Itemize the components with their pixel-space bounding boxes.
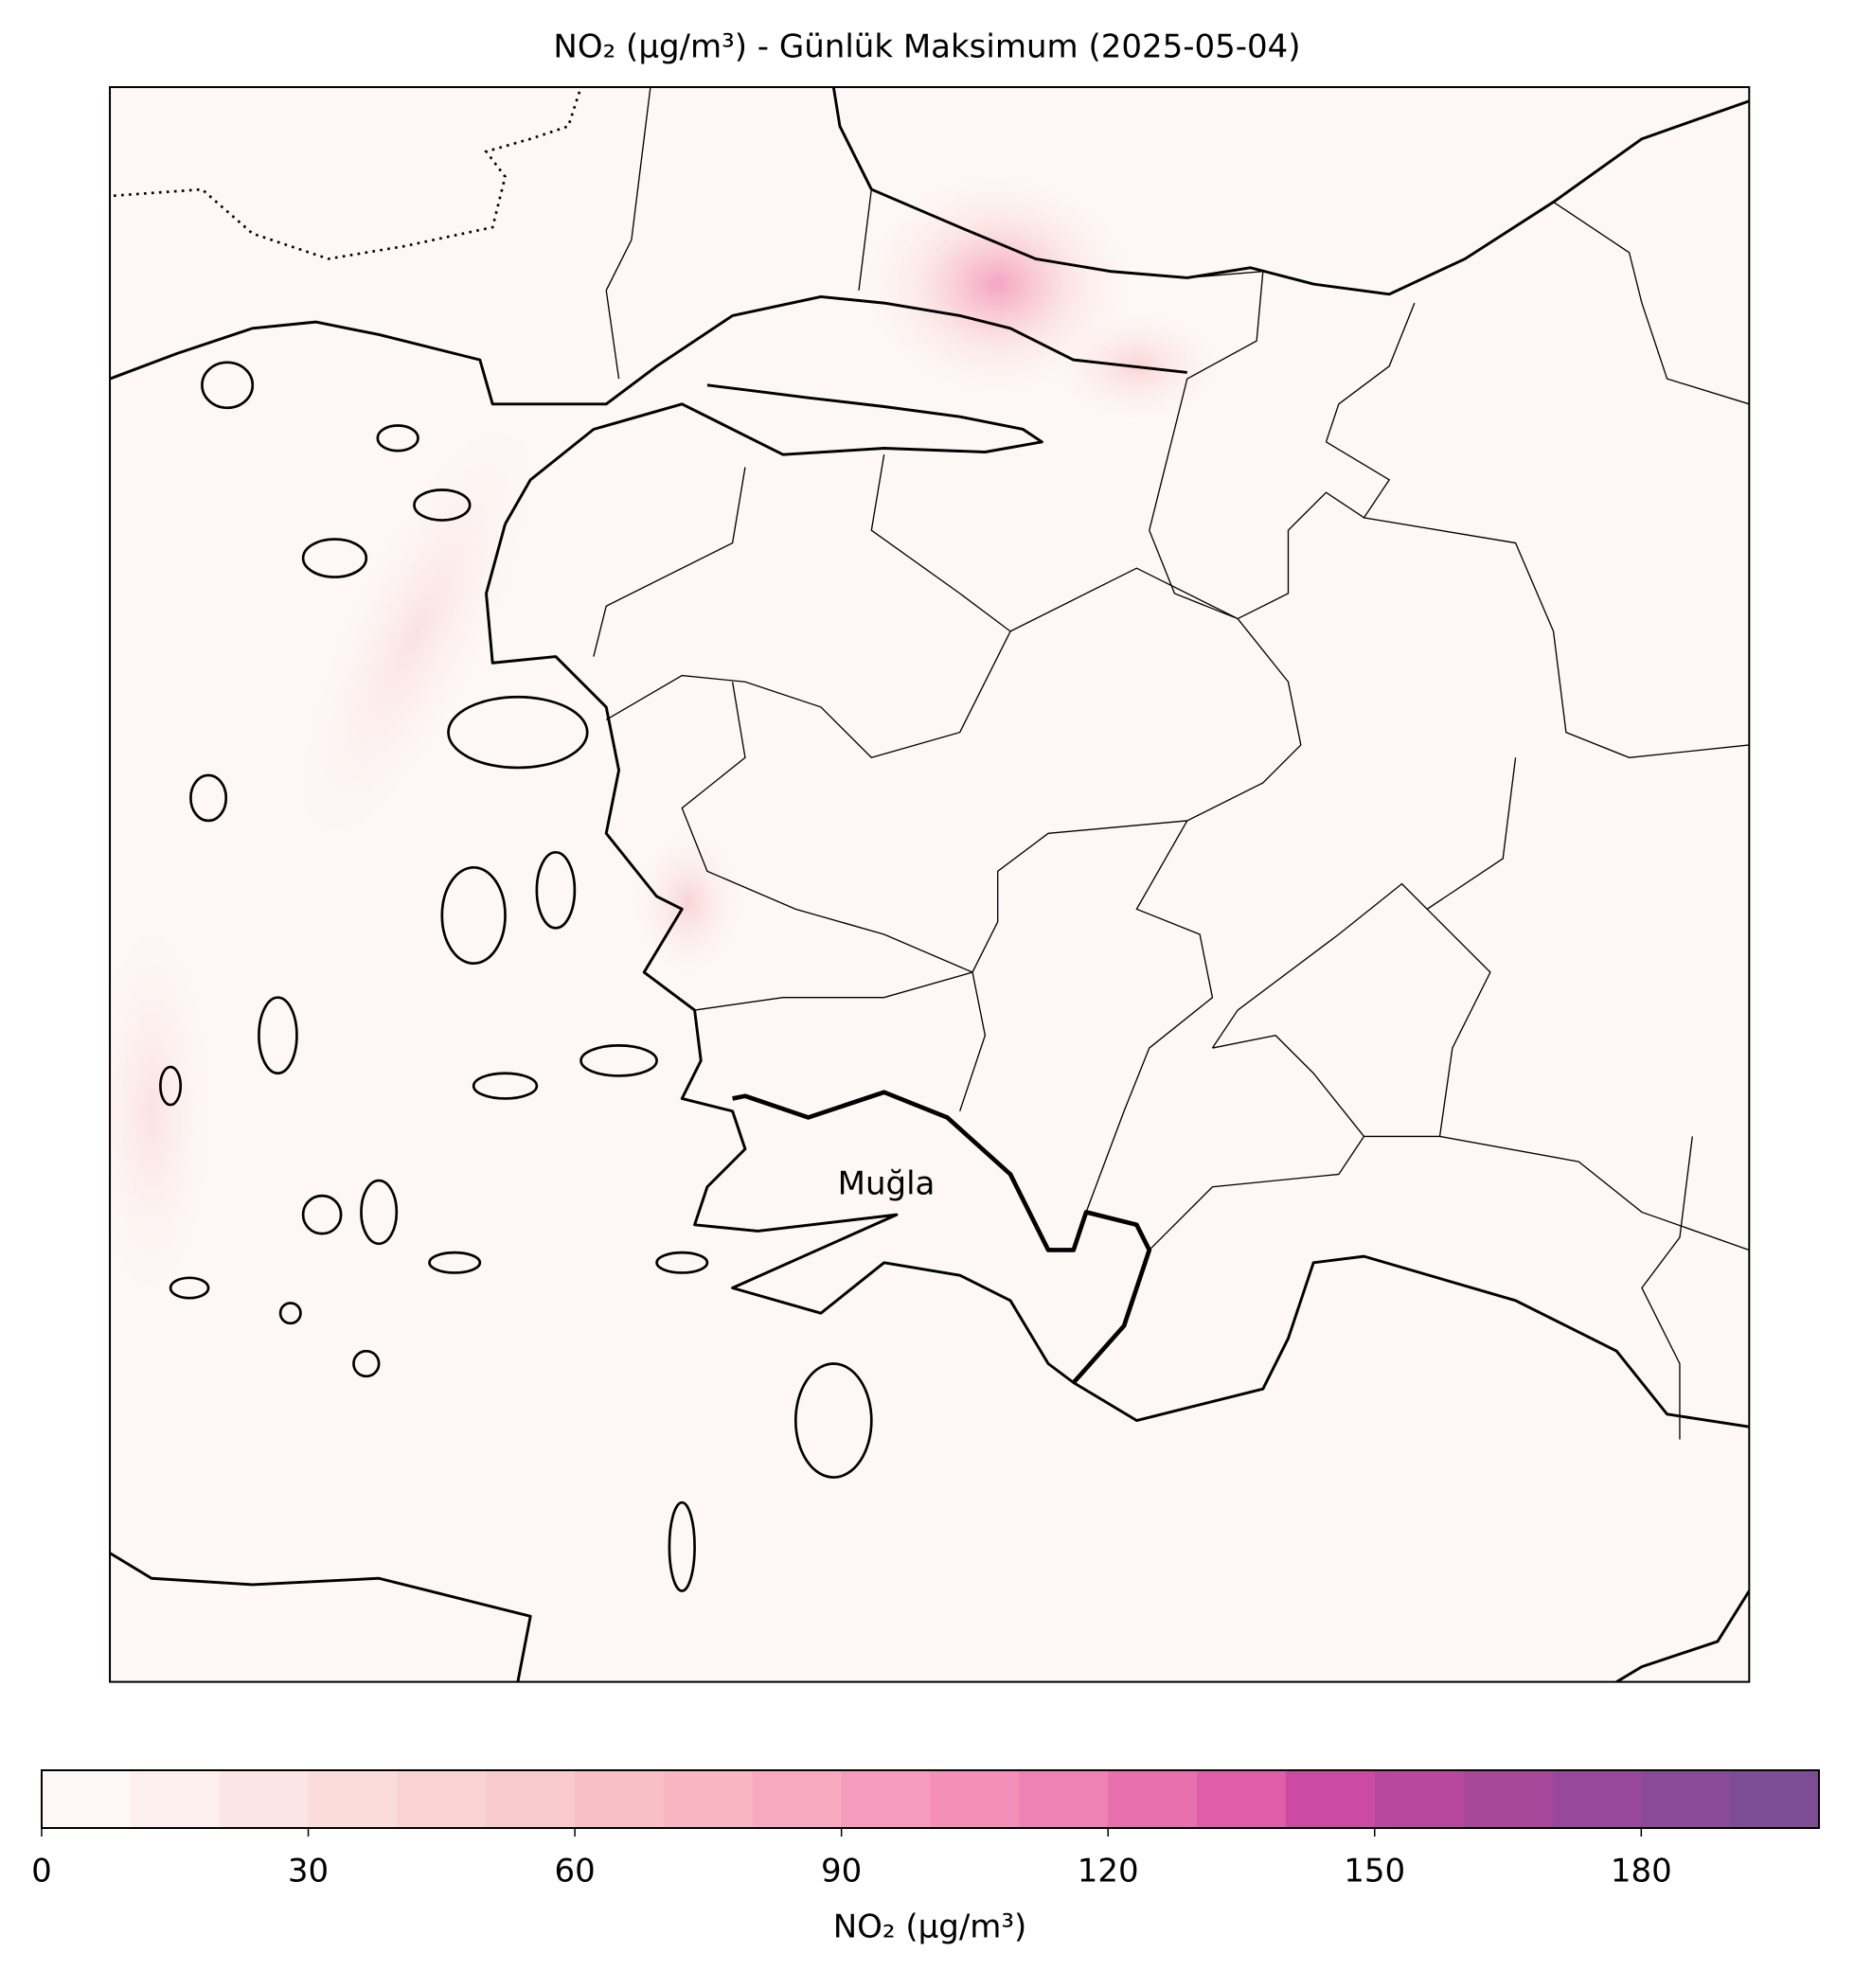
coastline [504, 383, 1043, 525]
border [113, 87, 582, 260]
colorbar-tick-label: 60 [554, 1853, 595, 1890]
colorbar-frame [41, 1769, 1820, 1829]
colorbar-bin [1197, 1770, 1287, 1828]
map-content [110, 87, 1750, 1682]
colorbar-bin [1463, 1770, 1553, 1828]
concentration-area [631, 826, 745, 979]
colorbar-bin [1730, 1770, 1820, 1828]
colorbar: 0 30 60 90 120 150 180 [31, 1769, 1820, 1890]
colorbar-bin [486, 1770, 576, 1828]
colorbar-bin [308, 1770, 398, 1828]
colorbar-bin [1108, 1770, 1198, 1828]
coastline [1615, 1589, 1750, 1682]
colorbar-bin [930, 1770, 1020, 1828]
colorbar-bin [397, 1770, 487, 1828]
concentration-area [290, 399, 544, 863]
colorbar-bin [1374, 1770, 1465, 1828]
colorbar-tick-label: 150 [1344, 1853, 1405, 1890]
colorbar-bin [841, 1770, 931, 1828]
colorbar-tick-label: 90 [821, 1853, 862, 1890]
colorbar-tick-label: 0 [31, 1853, 52, 1890]
coastline [110, 1552, 532, 1682]
colorbar-bin [575, 1770, 665, 1828]
colorbar-tick-label: 120 [1078, 1853, 1139, 1890]
colorbar-bin [1285, 1770, 1376, 1828]
colorbar-tick-label: 180 [1611, 1853, 1672, 1890]
colorbar-tick-label: 30 [288, 1853, 329, 1890]
colorbar-bin [130, 1770, 221, 1828]
map [109, 86, 1751, 1683]
map-title: NO₂ (µg/m³) - Günlük Maksimum (2025-05-0… [553, 28, 1300, 66]
colorbar-bin [752, 1770, 843, 1828]
region-label: Muğla [838, 1165, 936, 1203]
coastline [110, 294, 1187, 406]
map-frame [109, 86, 1751, 1683]
islands [159, 361, 873, 1592]
concentration-area [110, 909, 215, 1314]
colorbar-bin [42, 1770, 132, 1828]
colorbar-bin [663, 1770, 754, 1828]
colorbar-label: NO₂ (µg/m³) [833, 1908, 1027, 1946]
coastline [485, 524, 1750, 1429]
province-border [593, 87, 1750, 1440]
colorbar-bin [1641, 1770, 1731, 1828]
coastline [831, 87, 1750, 296]
colorbar-bin [1019, 1770, 1109, 1828]
colorbar-bin [1552, 1770, 1642, 1828]
colorbar-bin [219, 1770, 310, 1828]
